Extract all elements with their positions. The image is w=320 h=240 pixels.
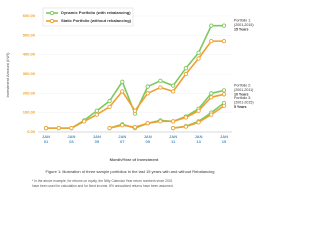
data-point — [170, 125, 176, 131]
data-point — [209, 91, 214, 96]
data-point — [120, 89, 125, 94]
data-point — [196, 108, 201, 113]
data-point — [221, 92, 227, 97]
y-tick-label: 100.00 — [23, 110, 36, 115]
annotation: (2001-2011) — [234, 88, 253, 92]
legend-label: Static Portfolio (without rebalancing) — [61, 18, 132, 23]
data-point — [196, 50, 201, 55]
data-point — [145, 91, 150, 96]
x-tick-label: JAN 01 — [42, 134, 50, 144]
y-tick-label: 600.00 — [23, 13, 36, 18]
x-tick-label: JAN 07 — [118, 134, 126, 144]
legend-marker — [49, 18, 55, 24]
series-line — [109, 89, 225, 129]
data-point — [170, 83, 176, 88]
y-tick-label: 500.00 — [23, 32, 36, 37]
data-point — [221, 103, 227, 109]
data-point — [120, 123, 125, 128]
caption: Figure 1: Illustration of three sample p… — [46, 169, 215, 174]
data-point — [81, 119, 87, 124]
annotation: 15 Years — [234, 28, 249, 32]
data-point — [120, 79, 125, 84]
series-line — [109, 93, 225, 129]
data-point — [158, 119, 163, 124]
annotation: Portfolio 3: — [234, 96, 251, 100]
y-tick-label: 200.00 — [23, 90, 36, 95]
data-point — [221, 23, 227, 28]
annotation: Portfolio 2: — [234, 83, 251, 87]
data-point — [107, 125, 112, 131]
legend-marker — [49, 10, 55, 16]
data-point — [209, 112, 214, 117]
x-tick-label: JAN 05 — [93, 134, 101, 144]
data-point — [43, 125, 49, 131]
x-tick-label: JAN 09 — [144, 134, 152, 144]
data-point — [170, 89, 176, 94]
data-point — [170, 119, 176, 124]
data-point — [145, 84, 150, 89]
data-point — [183, 71, 189, 77]
x-tick-label: JAN 03 — [67, 134, 75, 144]
data-point — [145, 121, 150, 126]
x-tick-label: JAN 13 — [195, 134, 203, 144]
data-point — [56, 125, 61, 131]
y-axis-title: Investment Amount (INR) — [5, 52, 10, 98]
data-point — [196, 120, 201, 125]
data-point — [132, 108, 138, 113]
data-point — [183, 115, 189, 120]
legend-box — [42, 7, 134, 27]
x-tick-label: JAN 15 — [220, 134, 228, 144]
footnote: have been used for calculation and for f… — [32, 184, 174, 188]
data-point — [221, 38, 227, 44]
data-point — [221, 88, 227, 93]
y-tick-label: 0.00 — [27, 129, 36, 134]
data-point — [107, 98, 112, 104]
annotation: (2001-2015) — [234, 100, 254, 104]
data-point — [209, 38, 214, 44]
legend-label: Dynamic Portfolio (with rebalancing) — [61, 10, 131, 15]
y-tick-label: 300.00 — [23, 71, 36, 76]
data-point — [158, 85, 163, 90]
footnote: * In the above example, for returns on e… — [32, 179, 173, 183]
chart: Investment Amount (INR) Month/Year of In… — [5, 7, 254, 188]
data-point — [183, 66, 189, 71]
data-point — [158, 78, 163, 83]
x-tick-label: JAN 11 — [169, 134, 177, 144]
data-point — [94, 112, 100, 117]
data-point — [132, 125, 138, 130]
data-point — [94, 108, 100, 113]
data-point — [209, 95, 214, 100]
data-point — [69, 125, 74, 131]
y-tick-label: 400.00 — [23, 52, 36, 57]
annotation: (2001-2015) — [234, 23, 254, 27]
data-point — [183, 124, 189, 129]
annotation: 10 Years — [234, 92, 249, 96]
annotation: Portfolio 1: — [234, 19, 251, 23]
data-point — [196, 56, 201, 61]
data-point — [107, 104, 112, 110]
annotation: 5 Years — [234, 105, 247, 109]
data-point — [209, 23, 214, 28]
x-axis-title: Month/Year of Investment — [110, 157, 159, 162]
